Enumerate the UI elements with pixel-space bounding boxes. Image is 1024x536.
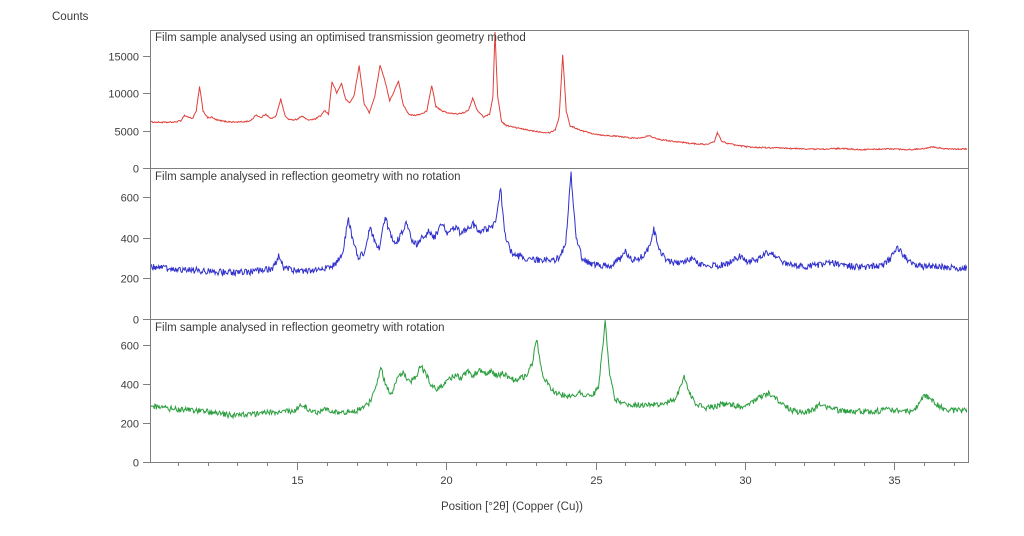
- tick-label: 35: [888, 475, 900, 487]
- trace-panel-1: [151, 31, 967, 151]
- tick-label: 15000: [108, 52, 139, 64]
- tick-label: 600: [121, 341, 139, 353]
- tick-label: 0: [133, 315, 139, 327]
- tick-label: 30: [739, 475, 751, 487]
- tick-label: 15: [291, 475, 303, 487]
- x-axis-ticks: 15 20 25 30 35: [178, 463, 955, 487]
- panel-title-reflection-rotation: Film sample analysed in reflection geome…: [155, 322, 445, 334]
- panel-title-transmission: Film sample analysed using an optimised …: [155, 32, 526, 44]
- axes-frame: [150, 30, 969, 463]
- tick-label: 0: [133, 164, 139, 176]
- y-axis-title: Counts: [52, 11, 89, 23]
- tick-label: 20: [440, 475, 452, 487]
- tick-label: 400: [121, 234, 139, 246]
- trace-panel-3: [151, 320, 967, 420]
- y-axis-ticks: 0 5000 10000 15000 0 200 400 600 0 200 400 600: [108, 52, 150, 470]
- tick-label: 5000: [115, 127, 139, 139]
- tick-label: 0: [133, 458, 139, 470]
- x-axis-title: Position [°2θ] (Copper (Cu)): [440, 501, 583, 513]
- trace-panel-2: [151, 171, 967, 277]
- tick-label: 600: [121, 193, 139, 205]
- tick-label: 200: [121, 274, 139, 286]
- tick-label: 25: [590, 475, 602, 487]
- panel-title-reflection-no-rotation: Film sample analysed in reflection geome…: [155, 171, 461, 183]
- tick-label: 200: [121, 419, 139, 431]
- tick-label: 400: [121, 380, 139, 392]
- tick-label: 10000: [108, 89, 139, 101]
